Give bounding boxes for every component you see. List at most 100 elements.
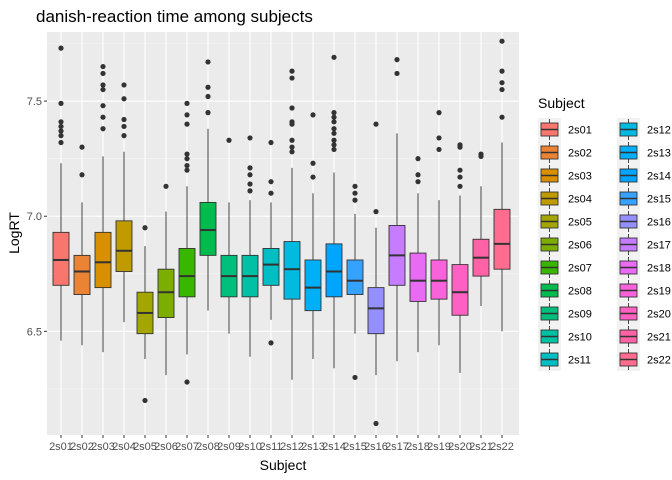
x-tick-label: 2s02 [70, 441, 94, 453]
legend-item-2s08: 2s08 [538, 279, 592, 302]
outlier-point [289, 75, 295, 81]
box-body [199, 201, 217, 256]
box-2s14 [325, 54, 343, 369]
x-axis-title: Subject [260, 457, 307, 473]
outlier-point [310, 174, 316, 180]
outlier-point [247, 165, 253, 171]
outlier-point [499, 38, 505, 44]
legend-label: 2s22 [647, 355, 671, 367]
x-tick-label: 2s22 [490, 441, 514, 453]
legend-item-2s15: 2s15 [617, 187, 671, 210]
legend-label: 2s11 [568, 355, 591, 367]
outlier-point [142, 225, 148, 231]
outlier-point [121, 133, 127, 139]
x-tick-label: 2s18 [406, 441, 430, 453]
x-tick-label: 2s15 [343, 441, 367, 453]
legend-item-2s21: 2s21 [617, 325, 671, 348]
y-axis-ticks: 6.5 7.0 7.5 [27, 96, 47, 338]
legend-item-2s09: 2s09 [538, 302, 592, 325]
outlier-point [58, 133, 64, 139]
outlier-point [289, 149, 295, 155]
box-2s05 [136, 225, 154, 404]
outlier-point [205, 84, 211, 90]
x-tick-label: 2s10 [238, 441, 262, 453]
outlier-point [121, 123, 127, 130]
box-2s04 [115, 82, 133, 323]
outlier-point [499, 68, 505, 74]
legend-item-2s16: 2s16 [617, 210, 671, 233]
x-tick-label: 2s11 [259, 441, 282, 453]
outlier-point [121, 116, 127, 123]
legend-item-2s02: 2s02 [538, 141, 592, 164]
outlier-point [184, 167, 190, 173]
box-2s12 [283, 68, 301, 380]
outlier-point [100, 114, 106, 120]
x-tick-label: 2s13 [301, 441, 325, 453]
outlier-point [184, 379, 190, 385]
outlier-point [373, 121, 379, 127]
outlier-point [289, 105, 295, 111]
outlier-point [184, 112, 190, 118]
legend-item-2s13: 2s13 [617, 141, 671, 164]
outlier-point [457, 183, 463, 189]
outlier-point [58, 123, 64, 130]
x-tick-label: 2s04 [112, 441, 136, 453]
outlier-point [121, 82, 127, 88]
x-tick-label: 2s12 [280, 441, 304, 453]
legend-label: 2s10 [568, 332, 592, 344]
outlier-point [100, 103, 106, 109]
legend-item-2s05: 2s05 [538, 210, 592, 233]
outlier-point [436, 146, 442, 153]
outlier-point [247, 188, 253, 194]
box-2s18 [409, 156, 427, 353]
outlier-point [247, 172, 253, 178]
outlier-point [100, 126, 106, 132]
outlier-point [100, 63, 106, 70]
outlier-point [331, 119, 337, 125]
outlier-point [457, 167, 463, 173]
legend: Subject 2s01 2s02 2s03 2s04 2s05 2s06 2s07 2s08… [538, 95, 671, 371]
box-body [430, 259, 448, 300]
legend-label: 2s21 [647, 332, 671, 344]
legend-item-2s01: 2s01 [538, 118, 592, 141]
box-2s21 [472, 151, 490, 307]
legend-label: 2s07 [568, 263, 592, 275]
legend-item-2s20: 2s20 [617, 302, 671, 325]
box-2s10 [241, 135, 259, 357]
box-body [94, 231, 112, 289]
y-axis-title: LogRT [6, 212, 22, 254]
outlier-point [226, 137, 232, 143]
box-2s03 [94, 63, 112, 353]
outlier-point [310, 160, 316, 166]
outlier-point [142, 397, 148, 404]
outlier-point [289, 144, 295, 150]
outlier-point [457, 174, 463, 180]
outlier-point [184, 156, 190, 162]
box-body [52, 231, 70, 286]
box-body [73, 254, 91, 295]
legend-label: 2s01 [568, 125, 592, 137]
box-2s11 [262, 139, 280, 346]
outlier-point [352, 197, 358, 203]
legend-item-2s06: 2s06 [538, 233, 592, 256]
legend-label: 2s19 [647, 286, 671, 298]
chart-title: danish-reaction time among subjects [36, 7, 313, 26]
outlier-point [436, 135, 442, 141]
outlier-point [121, 96, 127, 102]
box-2s01 [52, 45, 70, 341]
outlier-point [331, 110, 337, 116]
legend-item-2s07: 2s07 [538, 256, 592, 279]
outlier-point [331, 137, 337, 143]
box-2s19 [430, 110, 448, 346]
outlier-point [457, 144, 463, 150]
x-tick-label: 2s17 [385, 441, 409, 453]
outlier-point [478, 153, 484, 159]
outlier-point [289, 137, 295, 143]
legend-label: 2s17 [647, 240, 671, 252]
box-body [409, 252, 427, 302]
outlier-point [184, 121, 190, 127]
legend-label: 2s20 [647, 309, 671, 321]
outlier-point [268, 139, 274, 146]
legend-item-2s14: 2s14 [617, 164, 671, 187]
y-tick-label: 6.5 [27, 326, 42, 338]
